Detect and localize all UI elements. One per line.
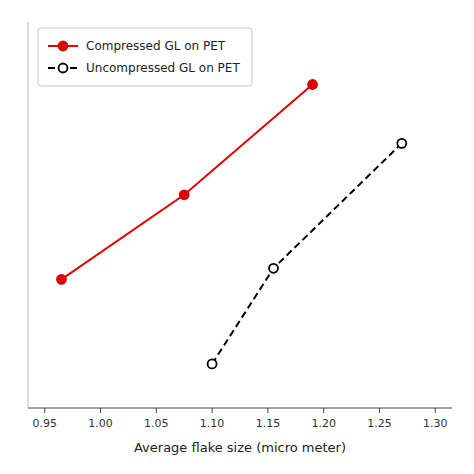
x-tick-label: 1.15 <box>256 417 281 430</box>
x-tick <box>156 408 157 413</box>
x-tick-label: 1.25 <box>367 417 392 430</box>
x-tick <box>100 408 101 413</box>
series-line <box>61 84 312 279</box>
legend-label: Compressed GL on PET <box>86 39 226 53</box>
x-tick-label: 1.00 <box>88 417 113 430</box>
x-tick <box>323 408 324 413</box>
x-tick-label: 1.30 <box>423 417 448 430</box>
x-tick-label: 1.10 <box>200 417 225 430</box>
series-point <box>57 275 66 284</box>
series-point <box>180 190 189 199</box>
x-tick <box>379 408 380 413</box>
series-point <box>308 80 317 89</box>
legend: Compressed GL on PET Uncompressed GL on P… <box>38 28 252 86</box>
series-point <box>208 359 217 368</box>
x-axis-label: Average flake size (micro meter) <box>134 440 346 455</box>
legend-marker <box>59 64 68 73</box>
legend-label: Uncompressed GL on PET <box>86 61 240 75</box>
x-tick <box>267 408 268 413</box>
x-tick <box>44 408 45 413</box>
series-line <box>212 143 402 364</box>
x-axis-line <box>28 408 452 409</box>
legend-box <box>38 28 252 86</box>
y-axis-line <box>28 22 29 408</box>
legend-marker <box>59 42 68 51</box>
chart: 0.95 1.00 1.05 1.10 1.15 1.20 1.25 1.30 Average … <box>0 0 474 474</box>
x-tick <box>212 408 213 413</box>
x-tick-label: 0.95 <box>32 417 57 430</box>
x-tick-label: 1.20 <box>311 417 336 430</box>
x-tick-label: 1.05 <box>144 417 169 430</box>
series-point <box>269 264 278 273</box>
series-point <box>397 139 406 148</box>
x-tick <box>435 408 436 413</box>
plot-area <box>57 80 406 368</box>
